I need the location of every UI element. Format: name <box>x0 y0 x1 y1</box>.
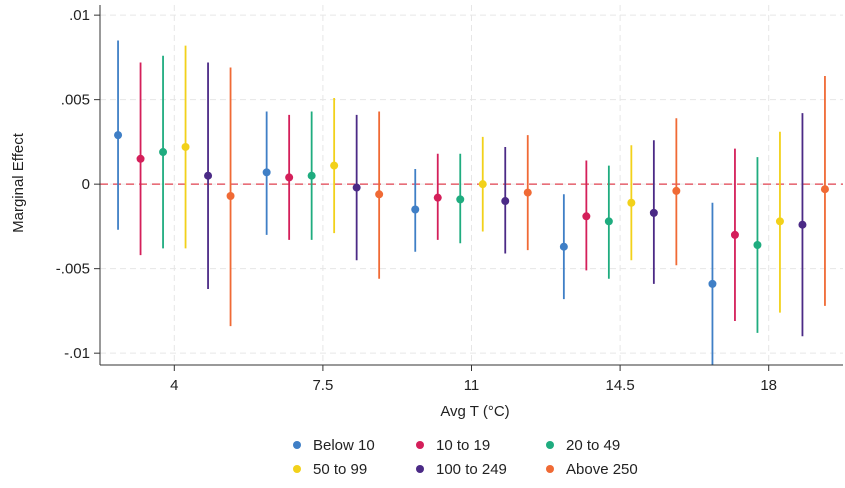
y-axis-title: Marginal Effect <box>10 132 27 233</box>
legend-label: Above 250 <box>566 461 638 478</box>
y-tick-label: 0 <box>82 176 90 193</box>
legend-label: 10 to 19 <box>436 437 490 454</box>
point-estimate <box>114 131 123 140</box>
point-estimate <box>582 212 591 221</box>
point-estimate <box>649 208 658 217</box>
point-estimate <box>433 193 442 202</box>
point-estimate <box>330 161 339 170</box>
y-tick-label: .005 <box>61 92 90 109</box>
x-tick-label: 4 <box>170 377 178 394</box>
x-tick-label: 11 <box>464 377 480 394</box>
point-estimate <box>375 190 384 199</box>
legend-marker <box>416 465 424 473</box>
legend-label: 20 to 49 <box>566 437 620 454</box>
legend-label: 50 to 99 <box>313 461 367 478</box>
legend-label: Below 10 <box>313 437 375 454</box>
point-estimate <box>307 171 316 180</box>
point-estimate <box>559 242 568 251</box>
point-estimate <box>775 217 784 226</box>
point-estimate <box>456 195 465 204</box>
point-estimate <box>820 185 829 194</box>
data-marks <box>114 40 829 365</box>
point-estimate <box>226 191 235 200</box>
point-estimate <box>478 180 487 189</box>
point-estimate <box>708 279 717 288</box>
point-estimate <box>501 197 510 206</box>
point-estimate <box>136 154 145 163</box>
point-estimate <box>627 198 636 207</box>
y-tick-label: -.005 <box>56 261 90 278</box>
x-axis-title: Avg T (°C) <box>440 403 509 420</box>
point-estimate <box>753 241 762 249</box>
legend-label: 100 to 249 <box>436 461 507 478</box>
point-estimate <box>204 171 213 180</box>
point-estimate <box>159 148 168 157</box>
legend-marker <box>416 441 424 449</box>
x-tick-label: 14.5 <box>605 377 634 394</box>
point-estimate <box>730 230 739 239</box>
axes: .01 .005 0 -.005 -.01 4 7.5 11 14.5 18 <box>56 5 843 394</box>
legend-marker <box>293 465 301 473</box>
legend-marker <box>293 441 301 449</box>
point-estimate <box>411 205 420 214</box>
point-estimate <box>523 188 532 197</box>
point-estimate <box>604 217 613 226</box>
point-estimate <box>285 173 294 182</box>
point-estimate <box>798 220 807 229</box>
legend-marker <box>546 441 554 449</box>
point-estimate <box>181 142 190 151</box>
x-tick-label: 7.5 <box>312 377 333 394</box>
point-estimate <box>262 168 271 177</box>
legend-marker <box>546 465 554 473</box>
y-tick-label: -.01 <box>64 345 90 362</box>
y-tick-label: .01 <box>69 7 90 24</box>
x-tick-label: 18 <box>760 377 777 394</box>
point-estimate <box>352 183 361 192</box>
point-estimate <box>672 186 681 195</box>
legend: Below 10 10 to 19 20 to 49 50 to 99 100 to 2… <box>293 437 638 478</box>
